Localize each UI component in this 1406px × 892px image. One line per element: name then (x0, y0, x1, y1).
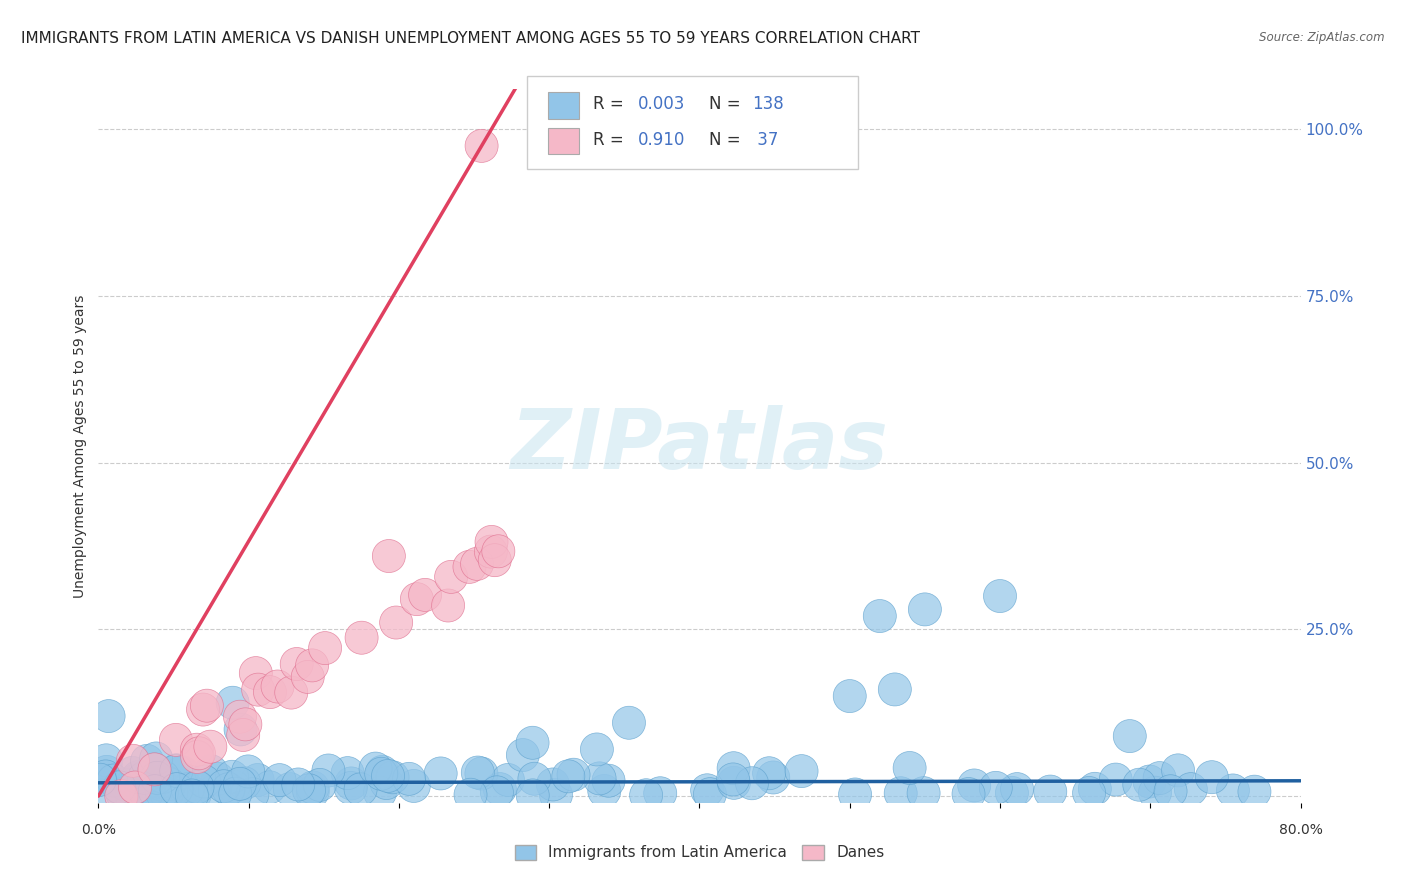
Text: 0.910: 0.910 (638, 131, 686, 149)
Text: 80.0%: 80.0% (1278, 823, 1323, 837)
Text: Source: ZipAtlas.com: Source: ZipAtlas.com (1260, 31, 1385, 45)
Text: IMMIGRANTS FROM LATIN AMERICA VS DANISH UNEMPLOYMENT AMONG AGES 55 TO 59 YEARS C: IMMIGRANTS FROM LATIN AMERICA VS DANISH … (21, 31, 920, 46)
Text: N =: N = (709, 95, 740, 113)
Y-axis label: Unemployment Among Ages 55 to 59 years: Unemployment Among Ages 55 to 59 years (73, 294, 87, 598)
Legend: Immigrants from Latin America, Danes: Immigrants from Latin America, Danes (509, 838, 890, 866)
Text: R =: R = (593, 131, 624, 149)
Text: N =: N = (709, 131, 740, 149)
Text: ZIPatlas: ZIPatlas (510, 406, 889, 486)
Text: R =: R = (593, 95, 624, 113)
Text: 37: 37 (752, 131, 779, 149)
Text: 138: 138 (752, 95, 785, 113)
Text: 0.0%: 0.0% (82, 823, 115, 837)
Text: 0.003: 0.003 (638, 95, 686, 113)
